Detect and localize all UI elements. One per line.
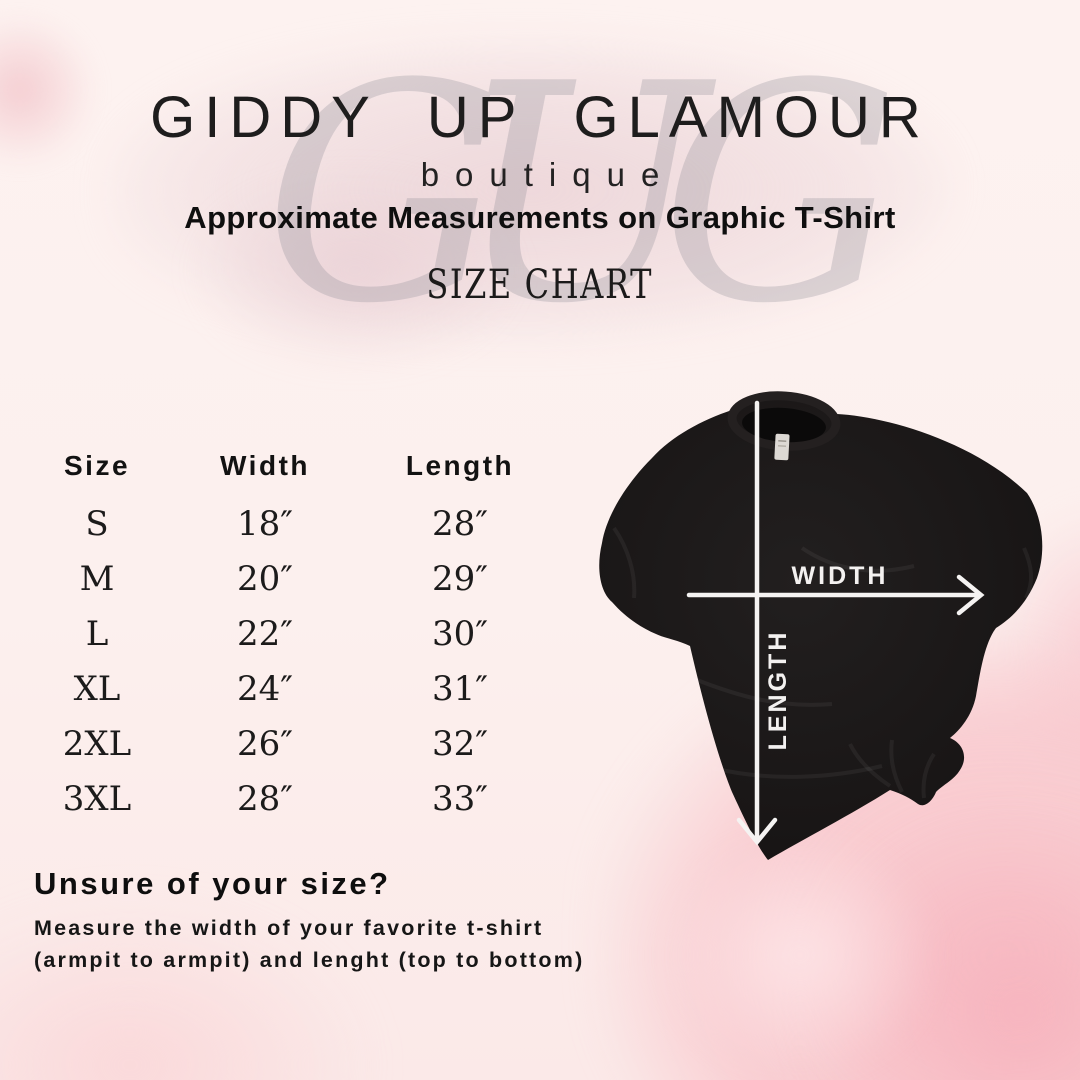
width-cell: 22″ — [237, 613, 293, 654]
tshirt-diagram-svg: WIDTH LENGTH — [599, 391, 1043, 860]
table-row: M 20″ 29″ — [28, 551, 556, 606]
brand-title: GIDDY UP GLAMOUR — [150, 85, 930, 150]
length-cell: 29″ — [432, 558, 488, 599]
width-label: WIDTH — [792, 562, 889, 590]
length-label: LENGTH — [764, 630, 792, 751]
size-table: Size Width Length S 18″ 28″ M 20″ 29″ L 22″ 30″ X… — [28, 450, 556, 826]
section-title-text: SIZE CHART — [426, 262, 654, 308]
table-row: XL 24″ 31″ — [28, 661, 556, 716]
width-arrowhead — [956, 574, 985, 616]
brand-monogram-watermark: GUG — [263, 20, 900, 369]
size-cell: S — [85, 503, 109, 544]
table-row: 2XL 26″ 32″ — [28, 716, 556, 771]
size-cell: M — [79, 558, 115, 599]
length-cell: 33″ — [432, 778, 488, 819]
footer-line1: Measure the width of your favorite t-shi… — [34, 916, 544, 940]
size-cell: 2XL — [62, 723, 132, 764]
width-cell: 28″ — [237, 778, 293, 819]
footer-heading: Unsure of your size? — [34, 866, 391, 901]
width-cell: 18″ — [237, 503, 293, 544]
size-cell: L — [85, 613, 109, 654]
size-cell: XL — [73, 668, 121, 709]
column-header-length: Length — [405, 450, 515, 481]
measurements-heading: Approximate Measurements on Graphic T-Sh… — [184, 200, 896, 235]
table-row: L 22″ 30″ — [28, 606, 556, 661]
brand-subtitle: boutique — [420, 156, 676, 193]
table-row: 3XL 28″ 33″ — [28, 771, 556, 826]
neck-tag — [774, 433, 790, 461]
length-cell: 31″ — [432, 668, 488, 709]
size-cell: 3XL — [62, 778, 132, 819]
tshirt-diagram: WIDTH LENGTH — [572, 378, 1080, 878]
table-row: S 18″ 28″ — [28, 496, 556, 551]
column-header-size: Size — [63, 450, 131, 481]
length-cell: 28″ — [432, 503, 488, 544]
section-title: SIZE CHART — [0, 262, 1080, 308]
tshirt-silhouette — [599, 395, 1043, 860]
footer: Unsure of your size? Measure the width o… — [34, 866, 584, 977]
collar-opening — [742, 407, 826, 443]
size-table-header-row: Size Width Length — [28, 450, 556, 496]
size-table-body: S 18″ 28″ M 20″ 29″ L 22″ 30″ XL 24″ 31″ 2XL 26″ 32″ 3X… — [28, 496, 556, 826]
length-cell: 32″ — [432, 723, 488, 764]
length-cell: 30″ — [432, 613, 488, 654]
width-cell: 20″ — [237, 558, 293, 599]
width-cell: 26″ — [237, 723, 293, 764]
footer-line2: (armpit to armpit) and lenght (top to bo… — [34, 948, 585, 973]
column-header-width: Width — [220, 450, 310, 481]
width-cell: 24″ — [237, 668, 293, 709]
